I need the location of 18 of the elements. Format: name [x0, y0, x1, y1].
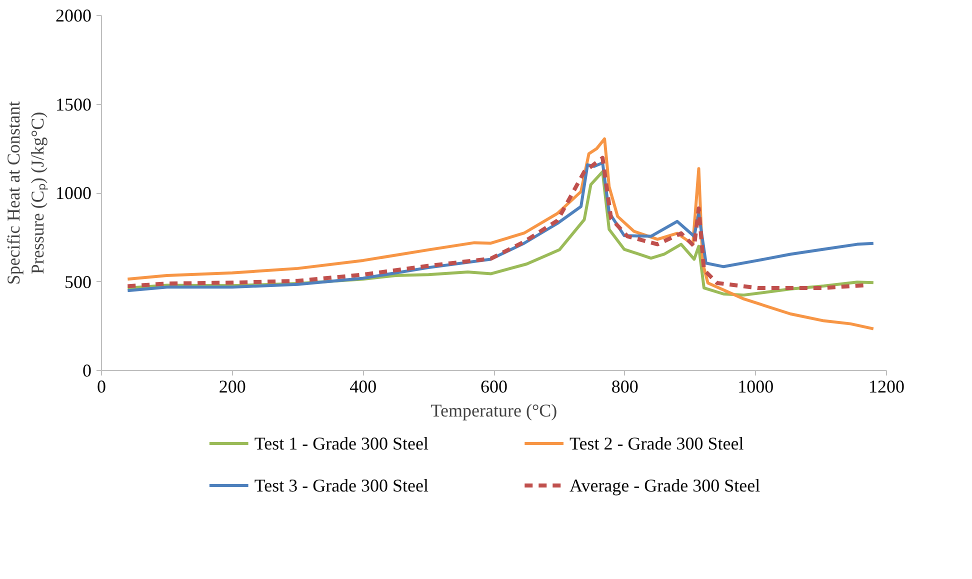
legend-label: Test 2 - Grade 300 Steel: [570, 434, 744, 454]
x-tick-label: 400: [350, 376, 377, 396]
y-tick-label: 0: [82, 360, 92, 380]
legend-label: Test 1 - Grade 300 Steel: [254, 434, 429, 454]
x-tick-label: 1200: [868, 376, 904, 396]
y-tick-label: 1500: [56, 94, 92, 114]
x-tick-label: 800: [611, 376, 638, 396]
x-axis-title: Temperature (°C): [430, 400, 558, 420]
y-axis-title: Specific Heat at Constant Pressure (Cₚ) (J/kg°C): [4, 101, 48, 285]
legend-label: Test 3 - Grade 300 Steel: [254, 476, 429, 496]
y-tick-label: 1000: [56, 183, 92, 203]
x-tick-label: 0: [97, 376, 106, 396]
y-tick-label: 2000: [56, 6, 92, 26]
x-tick-label: 600: [480, 376, 508, 396]
x-tick-label: 200: [218, 376, 246, 396]
x-tick-label: 1000: [738, 376, 774, 396]
y-tick-label: 500: [64, 272, 92, 292]
legend-label: Average - Grade 300 Steel: [570, 476, 760, 496]
